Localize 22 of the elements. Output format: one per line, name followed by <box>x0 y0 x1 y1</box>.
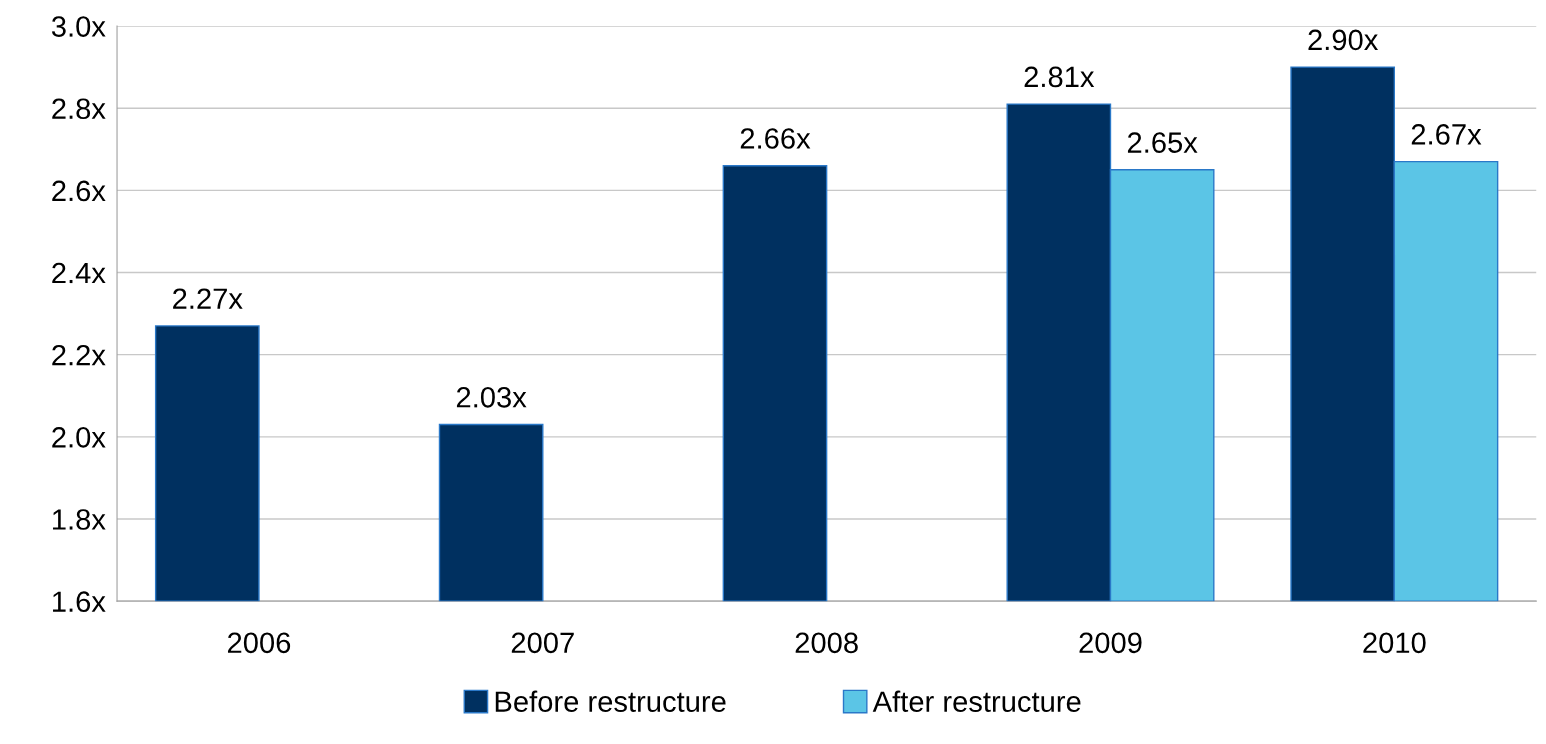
x-tick-label: 2007 <box>511 632 574 654</box>
x-tick-label: 2009 <box>1079 632 1142 654</box>
y-tick-label: 1.8x <box>53 509 106 530</box>
data-label: 2.65x <box>1127 132 1198 153</box>
data-label: 2.90x <box>1308 29 1379 51</box>
x-tick-label: 2006 <box>227 632 291 654</box>
y-tick-label: 2.4x <box>52 262 106 284</box>
y-tick-label: 2.0x <box>52 427 106 448</box>
data-label: 2.03x <box>456 386 527 408</box>
y-tick-label: 2.6x <box>52 180 106 202</box>
data-label: 2.67x <box>1411 124 1482 145</box>
legend-label: After restructure <box>872 690 1081 712</box>
x-tick-label: 2008 <box>795 632 858 654</box>
y-tick-label: 1.6x <box>53 591 106 613</box>
y-tick-label: 3.0x <box>51 16 106 37</box>
x-tick-label: 2010 <box>1363 632 1426 654</box>
legend-label: Before restructure <box>495 690 726 712</box>
y-tick-label: 2.8x <box>52 98 106 120</box>
data-label: 2.27x <box>173 288 243 309</box>
data-label: 2.81x <box>1024 66 1095 88</box>
y-tick-label: 2.2x <box>52 344 106 366</box>
data-label: 2.66x <box>740 128 811 149</box>
